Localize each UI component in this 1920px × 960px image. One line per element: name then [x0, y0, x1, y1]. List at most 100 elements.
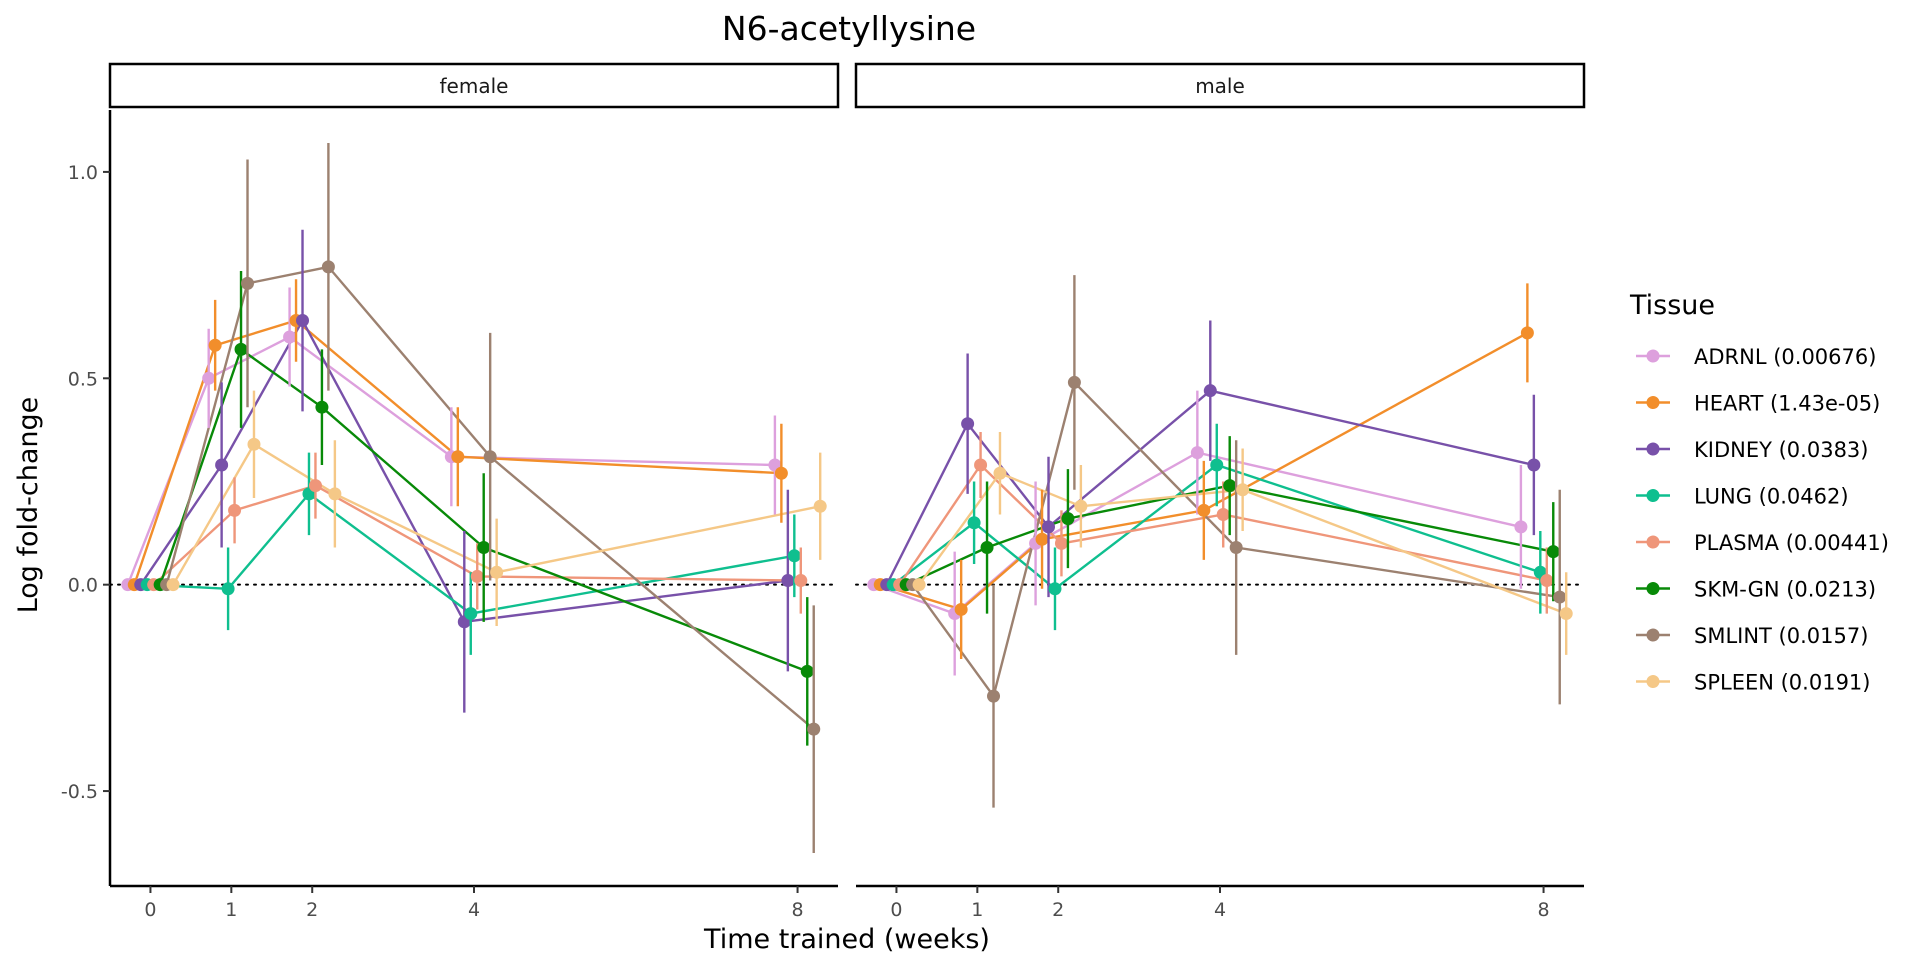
legend-title: Tissue [1629, 290, 1715, 321]
legend-item-spleen: SPLEEN (0.0191) [1636, 671, 1870, 695]
legend-key-point [1646, 396, 1660, 409]
data-point-skm-gn-male [1223, 479, 1237, 493]
legend-label: SKM-GN (0.0213) [1694, 578, 1876, 602]
data-point-plasma-male [1216, 508, 1230, 522]
data-point-spleen-male [993, 466, 1007, 480]
data-point-lung-male [1048, 582, 1062, 596]
data-point-spleen-female [490, 565, 504, 579]
data-point-smlint-female [241, 276, 255, 290]
data-point-heart-male [954, 602, 968, 616]
data-point-kidney-male [1042, 520, 1056, 534]
strip-label-male: male [1195, 74, 1245, 98]
data-point-kidney-female [296, 314, 310, 328]
x-tick-label: 1 [971, 899, 983, 921]
strip-male [854, 62, 1586, 109]
legend-key-point [1646, 349, 1660, 363]
legend: Tissue ADRNL (0.00676) HEART (1.43e-05) KI… [1629, 290, 1889, 695]
data-point-skm-gn-male [1546, 545, 1560, 559]
x-tick-label: 8 [792, 899, 804, 921]
data-point-plasma-female [228, 503, 242, 517]
data-point-spleen-male [1559, 607, 1573, 621]
legend-item-kidney: KIDNEY (0.0383) [1636, 438, 1868, 462]
data-point-spleen-female [247, 437, 261, 451]
legend-label: PLASMA (0.00441) [1694, 531, 1889, 555]
data-point-spleen-male [912, 578, 926, 592]
x-axis-female: 0 1 2 4 8 [110, 884, 838, 921]
panel-female: female [108, 62, 840, 853]
data-point-smlint-male [1229, 541, 1243, 555]
legend-label: HEART (1.43e-05) [1694, 392, 1880, 416]
data-point-plasma-male [1054, 536, 1068, 550]
x-tick-label: 8 [1538, 899, 1550, 921]
x-tick-label: 4 [1214, 899, 1226, 921]
legend-item-lung: LUNG (0.0462) [1636, 485, 1849, 509]
data-point-smlint-female [807, 722, 821, 736]
data-point-skm-gn-female [234, 342, 248, 356]
plot-area-female [109, 143, 839, 853]
legend-label: LUNG (0.0462) [1694, 485, 1849, 509]
data-point-kidney-male [961, 417, 975, 431]
y-tick-label: 1.0 [68, 162, 98, 184]
data-point-heart-male [1520, 326, 1534, 340]
legend-item-heart: HEART (1.43e-05) [1636, 392, 1880, 416]
legend-item-plasma: PLASMA (0.00441) [1636, 531, 1889, 555]
data-point-smlint-male [1553, 590, 1567, 604]
data-point-spleen-female [166, 578, 180, 592]
plot-area-male [855, 275, 1585, 808]
data-point-skm-gn-male [1061, 512, 1075, 526]
data-point-plasma-male [1540, 574, 1554, 588]
x-tick-label: 4 [468, 899, 480, 921]
data-point-plasma-female [794, 574, 808, 588]
legend-label: ADRNL (0.00676) [1694, 345, 1876, 369]
x-tick-label: 2 [306, 899, 318, 921]
data-point-kidney-male [1203, 384, 1217, 398]
strip-female [108, 62, 840, 109]
strip-label-female: female [440, 74, 509, 98]
legend-key-point [1646, 442, 1660, 456]
data-point-adrnl-male [1514, 520, 1528, 534]
data-point-heart-female [451, 450, 465, 464]
legend-item-adrnl: ADRNL (0.00676) [1636, 345, 1876, 369]
data-point-smlint-female [483, 450, 497, 464]
data-point-lung-female [787, 549, 801, 563]
data-point-adrnl-female [283, 330, 297, 344]
data-point-spleen-female [813, 499, 827, 513]
data-point-lung-male [1210, 458, 1224, 472]
data-point-smlint-male [1067, 375, 1081, 389]
data-point-lung-male [967, 516, 981, 530]
data-point-heart-male [1035, 532, 1049, 546]
legend-key-point [1646, 582, 1660, 595]
y-tick-label: 0.0 [68, 575, 98, 597]
data-point-adrnl-male [1190, 446, 1204, 460]
data-point-heart-male [1197, 503, 1211, 517]
legend-item-skm-gn: SKM-GN (0.0213) [1636, 578, 1876, 602]
legend-label: SMLINT (0.0157) [1694, 624, 1868, 648]
data-point-smlint-male [987, 689, 1001, 703]
data-point-plasma-female [470, 569, 484, 583]
panel-male: male [854, 62, 1586, 808]
chart-title: N6-acetyllysine [722, 9, 976, 48]
data-point-kidney-female [781, 574, 795, 588]
data-point-skm-gn-female [315, 400, 329, 414]
data-point-heart-female [208, 338, 222, 352]
x-tick-label: 0 [890, 899, 902, 921]
legend-label: KIDNEY (0.0383) [1694, 438, 1868, 462]
data-point-smlint-female [321, 260, 335, 274]
data-point-plasma-male [974, 458, 988, 472]
data-point-spleen-male [1236, 483, 1250, 497]
data-point-spleen-male [1074, 499, 1088, 513]
x-axis-title: Time trained (weeks) [703, 924, 990, 955]
data-point-spleen-female [328, 487, 342, 501]
y-axis-title: Log fold-change [13, 397, 44, 614]
x-tick-label: 0 [144, 899, 156, 921]
legend-key-point [1646, 535, 1660, 549]
data-point-heart-female [774, 466, 788, 480]
y-tick-label: 0.5 [68, 368, 98, 390]
x-tick-label: 1 [225, 899, 237, 921]
data-point-lung-female [221, 582, 235, 596]
legend-item-smlint: SMLINT (0.0157) [1636, 624, 1868, 648]
data-point-plasma-female [308, 479, 322, 493]
data-point-skm-gn-female [477, 541, 491, 555]
legend-key-point [1646, 489, 1660, 502]
